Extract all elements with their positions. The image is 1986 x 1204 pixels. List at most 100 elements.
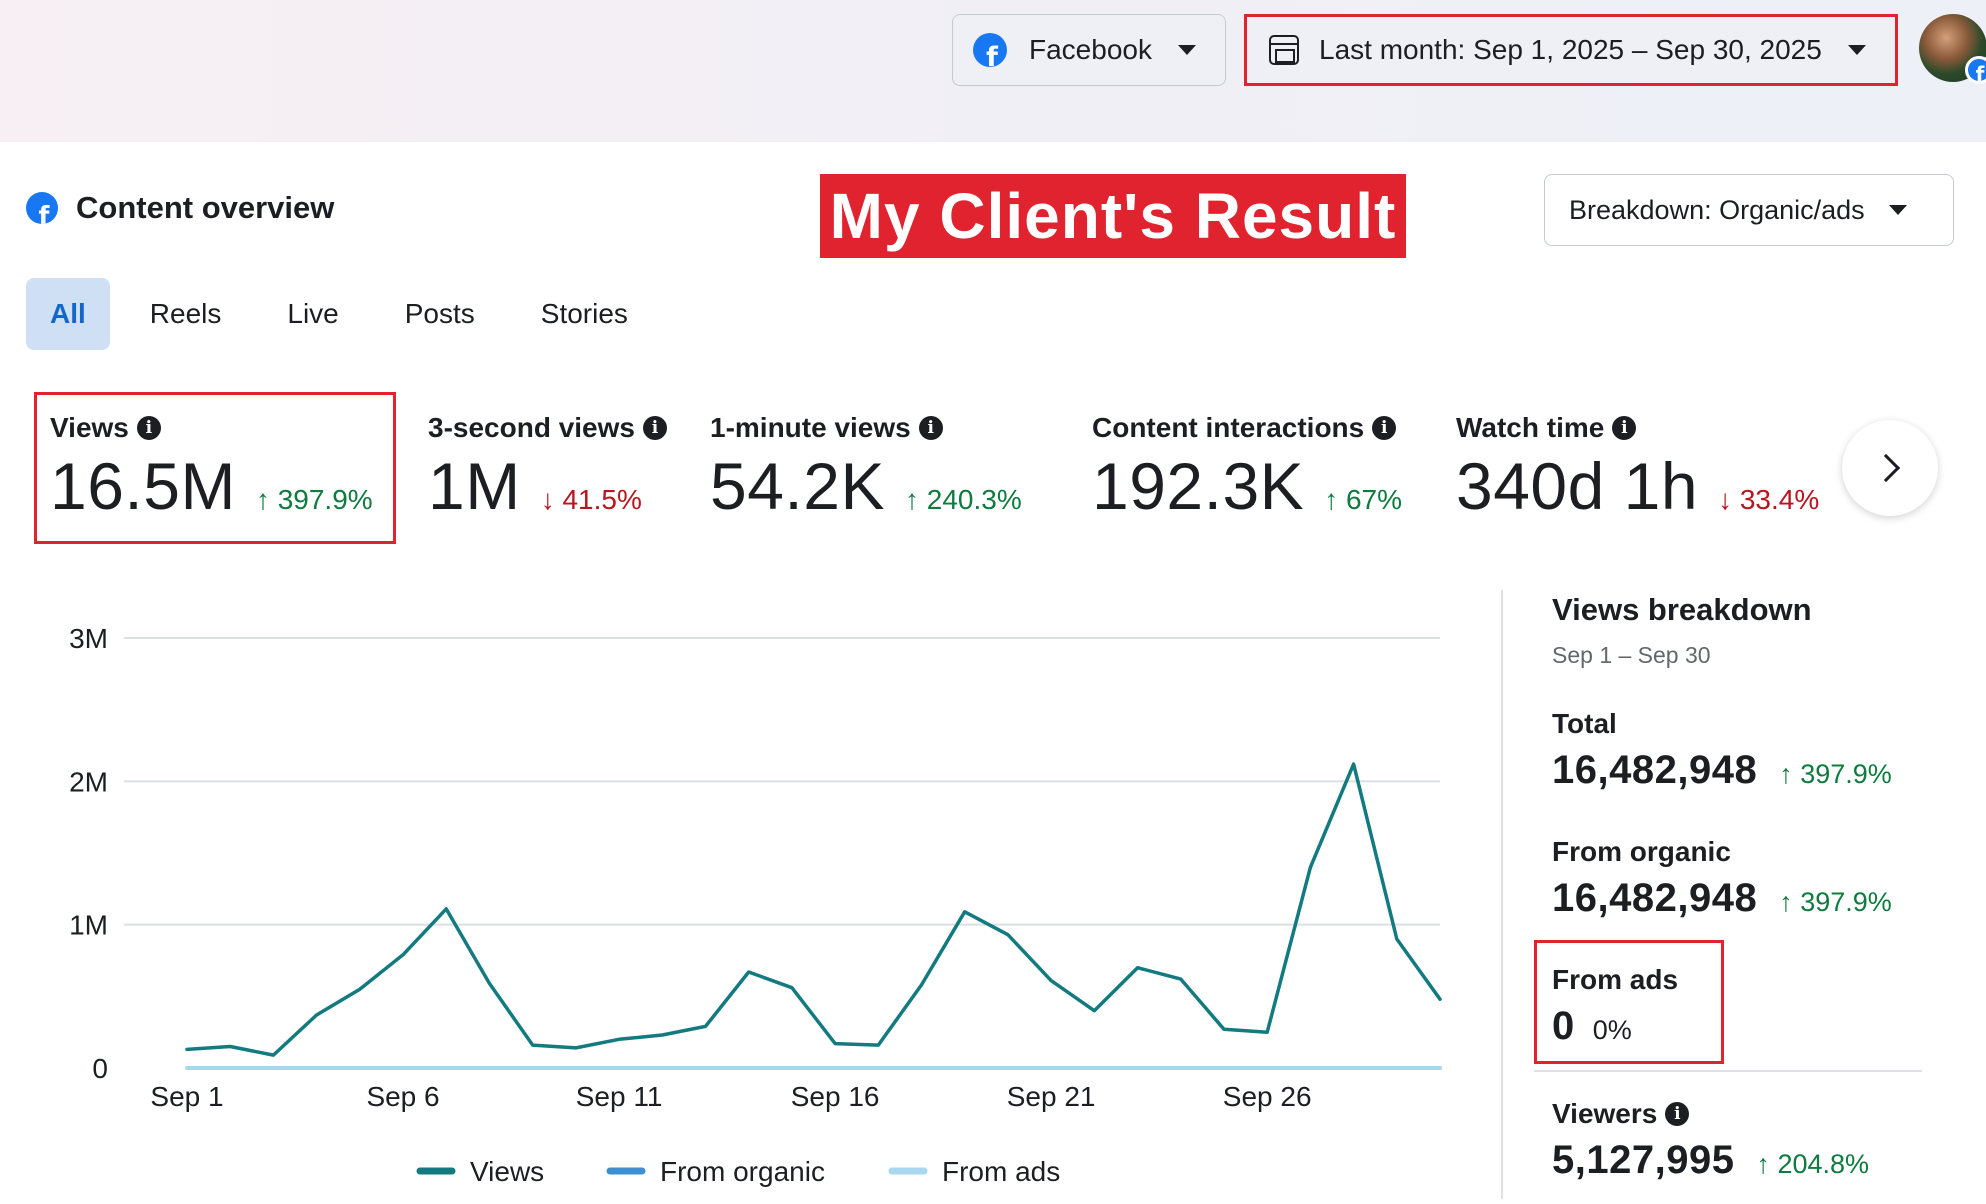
info-icon[interactable]: i <box>1372 416 1397 440</box>
arrow-down-icon: ↓ <box>1718 484 1740 515</box>
facebook-icon: f <box>26 192 58 224</box>
arrow-up-icon: ↑ <box>1756 1149 1778 1179</box>
metric-change-value: 41.5% <box>562 484 642 515</box>
ads-change: 0% <box>1592 1015 1632 1045</box>
metric-value: 16.5M <box>50 449 236 523</box>
breakdown-ads: From ads 0 0% <box>1552 964 1678 1049</box>
breakdown-organic: From organic 16,482,948 ↑ 397.9% <box>1552 836 1892 921</box>
arrow-up-icon: ↑ <box>904 484 927 515</box>
viewers-value: 5,127,995 <box>1552 1138 1735 1182</box>
viewers-change: ↑ 204.8% <box>1756 1149 1869 1180</box>
info-icon[interactable]: i <box>1612 416 1637 440</box>
ads-label: From ads <box>1552 964 1679 995</box>
info-icon[interactable]: i <box>918 416 943 440</box>
metric-value: 192.3K <box>1092 449 1305 523</box>
metric-label: Content interactions <box>1092 412 1365 443</box>
metric-value: 54.2K <box>710 449 885 523</box>
platform-selector[interactable]: f Facebook <box>952 14 1226 86</box>
tab-stories[interactable]: Stories <box>540 298 628 329</box>
y-tick-label: 2M <box>69 766 108 797</box>
metric-change: ↑ 67% <box>1324 484 1402 516</box>
platform-label: Facebook <box>1029 34 1152 65</box>
organic-value: 16,482,948 <box>1552 876 1758 920</box>
metric-change: ↓ 33.4% <box>1718 484 1819 516</box>
chevron-right-icon <box>1871 453 1901 483</box>
views-highlight-box <box>34 392 396 544</box>
arrow-up-icon: ↑ <box>1324 484 1346 515</box>
info-icon[interactable]: i <box>642 416 667 440</box>
metric-value: 1M <box>428 449 521 523</box>
metric-label: Watch time <box>1456 412 1605 443</box>
views-breakdown-panel: Views breakdown Sep 1 – Sep 30 Total 16,… <box>1552 590 1972 1182</box>
y-tick-label: 1M <box>69 910 108 941</box>
section-title: Content overview <box>76 190 335 225</box>
arrow-up-icon: ↑ <box>255 484 278 515</box>
views-line-chart: 0 1M 2M 3M Sep 1 Sep 6 Sep 11 Sep 16 Sep 21 Sep 2… <box>69 623 1442 1187</box>
viewers-label: Viewers <box>1552 1098 1658 1129</box>
section-header: f Content overview <box>26 190 334 226</box>
metric-watch-time[interactable]: Watch time i 340d 1h ↓ 33.4% <box>1456 390 1819 524</box>
metric-change: ↓ 41.5% <box>541 484 642 516</box>
organic-change: ↑ 397.9% <box>1779 887 1892 918</box>
total-change-value: 397.9% <box>1800 759 1892 789</box>
metric-label: 1-minute views <box>710 412 911 443</box>
y-tick-label: 3M <box>69 623 108 654</box>
next-metrics-button[interactable] <box>1842 420 1938 516</box>
vertical-divider <box>1501 590 1503 1199</box>
ads-value: 0 <box>1552 1004 1575 1048</box>
metric-label: Views <box>50 412 129 443</box>
facebook-badge-icon: f <box>1965 56 1986 84</box>
arrow-down-icon: ↓ <box>540 484 563 515</box>
legend-label: Views <box>470 1156 544 1187</box>
date-range-selector[interactable]: Last month: Sep 1, 2025 – Sep 30, 2025 <box>1244 14 1898 86</box>
x-tick-label: Sep 21 <box>1007 1081 1096 1112</box>
x-tick-label: Sep 6 <box>366 1081 439 1112</box>
metric-change: ↑ 397.9% <box>256 484 373 516</box>
y-tick-label: 0 <box>92 1053 108 1084</box>
organic-label: From organic <box>1552 836 1731 867</box>
info-icon[interactable]: i <box>1665 1102 1690 1126</box>
breakdown-title: Views breakdown <box>1552 592 1812 627</box>
legend-label: From organic <box>660 1156 825 1187</box>
breakdown-viewers: Viewers i 5,127,995 ↑ 204.8% <box>1552 1098 1869 1183</box>
total-label: Total <box>1552 708 1617 739</box>
top-bar: f Facebook Last month: Sep 1, 2025 – Sep… <box>0 0 1986 142</box>
series-line-views <box>185 762 1442 1057</box>
horizontal-divider <box>1534 1070 1922 1072</box>
metric-views[interactable]: Views i 16.5M ↑ 397.9% <box>50 390 373 524</box>
tab-all[interactable]: All <box>26 278 110 350</box>
organic-change-value: 397.9% <box>1800 887 1892 917</box>
metric-change: ↑ 240.3% <box>905 484 1022 516</box>
metric-change-value: 33.4% <box>1739 484 1820 515</box>
caret-down-icon <box>1177 45 1196 55</box>
arrow-up-icon: ↑ <box>1779 887 1801 917</box>
metrics-row: Views i 16.5M ↑ 397.9% 3-second views i 1M… <box>0 390 1986 550</box>
tab-reels[interactable]: Reels <box>149 298 222 329</box>
x-tick-label: Sep 1 <box>150 1081 223 1112</box>
date-range-label: Last month: Sep 1, 2025 – Sep 30, 2025 <box>1319 34 1822 65</box>
tab-posts[interactable]: Posts <box>404 298 475 329</box>
metric-change-value: 397.9% <box>277 484 373 515</box>
x-tick-label: Sep 16 <box>791 1081 880 1112</box>
total-value: 16,482,948 <box>1552 748 1758 792</box>
metric-change-value: 67% <box>1345 484 1403 515</box>
views-chart: 0 1M 2M 3M Sep 1 Sep 6 Sep 11 Sep 16 Sep 21 Sep 2… <box>0 580 1480 1199</box>
facebook-icon: f <box>973 33 1007 67</box>
arrow-up-icon: ↑ <box>1779 759 1801 789</box>
metric-content-interactions[interactable]: Content interactions i 192.3K ↑ 67% <box>1092 390 1402 524</box>
total-change: ↑ 397.9% <box>1779 759 1892 790</box>
metric-3-second-views[interactable]: 3-second views i 1M ↓ 41.5% <box>428 390 667 524</box>
metric-value: 340d 1h <box>1456 449 1699 523</box>
caret-down-icon <box>1847 45 1866 55</box>
avatar[interactable]: f <box>1919 14 1986 84</box>
tab-live[interactable]: Live <box>287 298 339 329</box>
breakdown-selector[interactable]: Breakdown: Organic/ads <box>1544 174 1954 246</box>
breakdown-date-range: Sep 1 – Sep 30 <box>1552 642 1711 668</box>
x-tick-label: Sep 26 <box>1223 1081 1312 1112</box>
metric-1-minute-views[interactable]: 1-minute views i 54.2K ↑ 240.3% <box>710 390 1022 524</box>
breakdown-total: Total 16,482,948 ↑ 397.9% <box>1552 708 1892 793</box>
info-icon[interactable]: i <box>136 416 161 440</box>
metric-label: 3-second views <box>428 412 635 443</box>
ads-highlight-box <box>1534 940 1724 1064</box>
legend-label: From ads <box>942 1156 1060 1187</box>
